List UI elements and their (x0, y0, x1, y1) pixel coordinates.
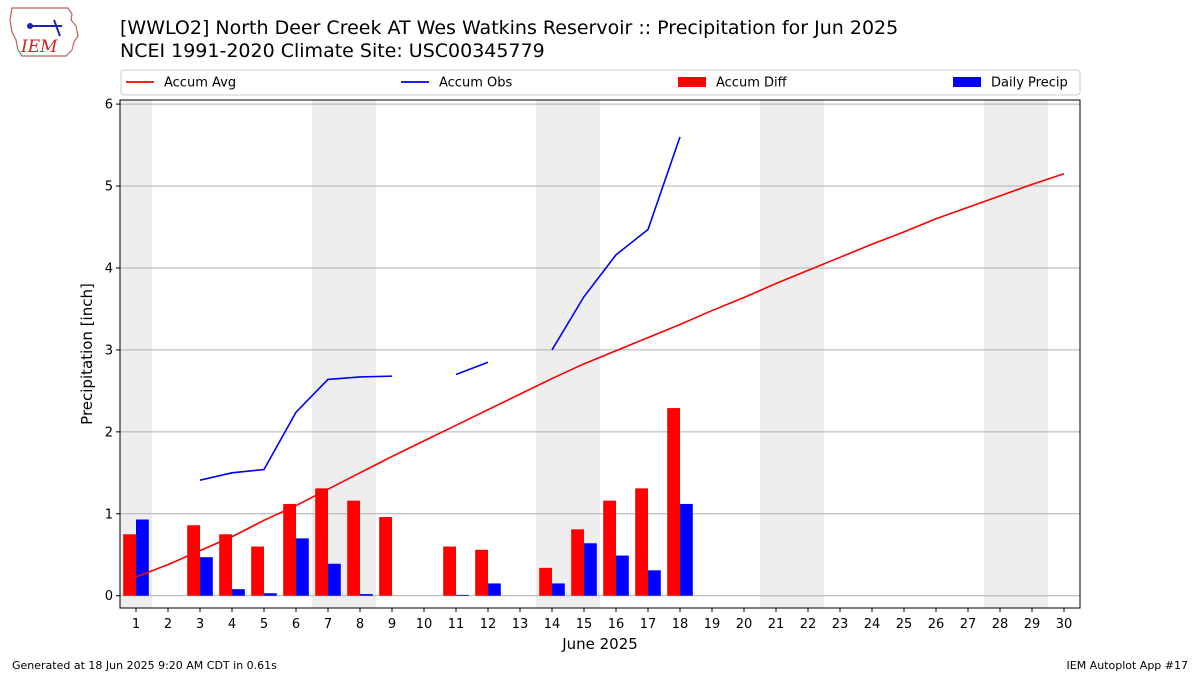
daily-precip-bar (456, 594, 469, 596)
vane-icon (53, 19, 61, 37)
weekend-band (984, 100, 1048, 608)
daily-precip-bar (616, 555, 629, 596)
legend-daily-precip-swatch (953, 77, 981, 87)
y-tick-label: 5 (105, 180, 113, 195)
daily-precip-bar (264, 593, 277, 596)
legend-accum-diff-swatch (678, 77, 706, 87)
x-tick-label: 3 (196, 617, 204, 632)
x-tick-label: 17 (640, 617, 657, 632)
y-tick-label: 4 (105, 261, 113, 276)
x-tick-label: 13 (512, 617, 529, 632)
x-tick-label: 4 (228, 617, 236, 632)
daily-precip-bar (296, 538, 309, 596)
legend-daily-precip: Daily Precip (991, 76, 1068, 91)
legend-accum-diff: Accum Diff (716, 76, 788, 91)
daily-precip-bar (488, 583, 501, 596)
accum-diff-bar (667, 408, 680, 596)
legend-box (120, 69, 1081, 96)
accum-obs-line (199, 375, 393, 481)
daily-precip-bar (584, 543, 597, 596)
accum-diff-bar (283, 503, 296, 596)
y-tick-label: 0 (105, 589, 113, 604)
x-tick-label: 1 (132, 617, 140, 632)
x-tick-label: 29 (1024, 617, 1041, 632)
daily-precip-bar (232, 589, 245, 596)
accum-diff-bar (379, 517, 392, 596)
daily-precip-bar (360, 594, 373, 596)
app-footer: IEM Autoplot App #17 (1066, 659, 1189, 672)
daily-precip-bar (552, 583, 565, 596)
accum-diff-bar (443, 546, 456, 596)
iem-iowa-logo-icon (9, 7, 79, 57)
chart-title: [WWLO2] North Deer Creek AT Wes Watkins … (120, 17, 899, 39)
daily-precip-bar (328, 563, 341, 596)
x-tick-label: 26 (928, 617, 945, 632)
x-tick-label: 11 (448, 617, 465, 632)
accum-diff-bar (219, 534, 232, 596)
daily-precip-bar (680, 503, 693, 596)
x-tick-label: 18 (672, 617, 689, 632)
x-axis-label: June 2025 (561, 635, 638, 653)
accum-avg-line (135, 172, 1065, 578)
legend-accum-avg: Accum Avg (164, 76, 236, 91)
x-tick-label: 6 (292, 617, 300, 632)
x-tick-label: 27 (960, 617, 977, 632)
x-tick-label: 5 (260, 617, 268, 632)
x-tick-label: 9 (388, 617, 396, 632)
chart-subtitle: NCEI 1991-2020 Climate Site: USC00345779 (120, 40, 545, 62)
legend-accum-obs: Accum Obs (439, 76, 512, 91)
daily-precip-bar (136, 519, 149, 596)
accum-diff-bar (123, 534, 136, 596)
accum-diff-bar (315, 488, 328, 596)
accum-diff-bar (539, 567, 552, 596)
x-tick-label: 14 (544, 617, 561, 632)
y-tick-label: 6 (105, 98, 113, 113)
x-tick-label: 2 (164, 617, 172, 632)
x-tick-label: 7 (324, 617, 332, 632)
x-tick-label: 23 (832, 617, 849, 632)
daily-precip-bar (648, 570, 661, 596)
x-tick-label: 24 (864, 617, 881, 632)
x-tick-label: 10 (416, 617, 433, 632)
x-tick-label: 8 (356, 617, 364, 632)
y-tick-label: 3 (105, 343, 113, 358)
accum-obs-line (455, 361, 489, 376)
x-tick-label: 12 (480, 617, 497, 632)
weekend-band (760, 100, 824, 608)
accum-diff-bar (187, 525, 200, 596)
daily-precip-bar (200, 557, 213, 596)
accum-diff-bar (347, 500, 360, 596)
x-tick-label: 16 (608, 617, 625, 632)
accum-diff-bar (475, 549, 488, 596)
y-tick-label: 1 (105, 507, 113, 522)
x-tick-label: 22 (800, 617, 817, 632)
anemometer-icon (27, 23, 33, 29)
x-tick-label: 25 (896, 617, 913, 632)
logo-text: IEM (20, 37, 58, 57)
x-tick-label: 15 (576, 617, 593, 632)
plot-frame (119, 99, 1081, 609)
x-tick-label: 28 (992, 617, 1009, 632)
accum-diff-bar (603, 500, 616, 596)
x-tick-label: 19 (704, 617, 721, 632)
x-tick-label: 21 (768, 617, 785, 632)
y-axis-label: Precipitation [inch] (78, 283, 96, 425)
accum-obs-line (551, 136, 681, 351)
iem-logo: IEM (9, 7, 79, 57)
weekend-band (536, 100, 600, 608)
x-tick-label: 20 (736, 617, 753, 632)
accum-diff-bar (571, 529, 584, 596)
x-tick-label: 30 (1056, 617, 1073, 632)
accum-diff-bar (635, 488, 648, 596)
y-tick-label: 2 (105, 425, 113, 440)
generated-footer: Generated at 18 Jun 2025 9:20 AM CDT in … (12, 659, 277, 672)
accum-diff-bar (251, 546, 264, 596)
